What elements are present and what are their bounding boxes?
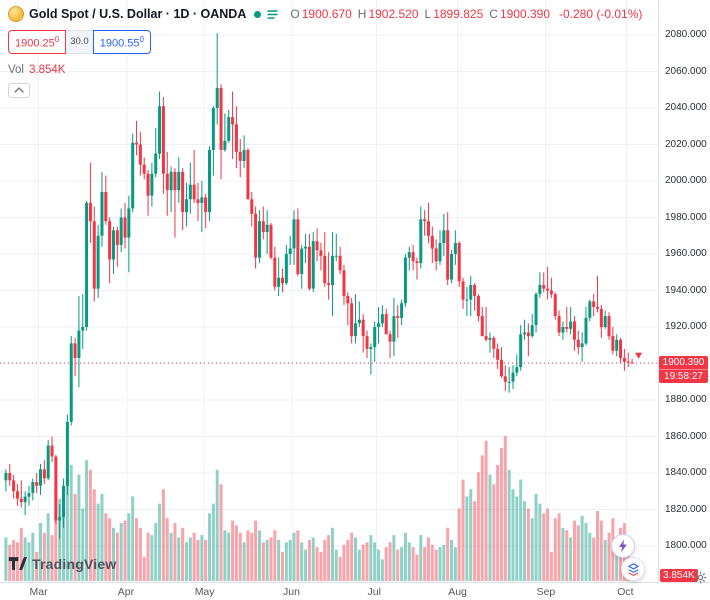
ohlc-high-label: H	[357, 7, 367, 21]
sell-price: 1900.25	[15, 37, 55, 50]
layers-icon	[627, 562, 639, 576]
gold-symbol-icon	[8, 6, 24, 22]
price-axis-label: 1820.000	[665, 503, 707, 515]
price-axis-label: 2000.000	[665, 175, 707, 186]
sell-button[interactable]: 1900.250	[8, 30, 67, 54]
buy-price-sup: 0	[139, 35, 144, 44]
time-axis-month-label: Apr	[117, 586, 135, 598]
legend-menu-icon[interactable]	[266, 8, 279, 21]
ohlc-high-value: 1902.520	[368, 7, 419, 21]
ohlc-open-label: O	[290, 7, 300, 21]
price-axis-label: 2040.000	[665, 102, 707, 113]
price-axis-label: 2060.000	[665, 65, 707, 77]
ohlc-open-value: 1900.670	[301, 7, 352, 21]
lightning-icon	[619, 539, 627, 553]
price-axis-label: 1860.000	[665, 430, 707, 442]
volume-axis-badge: 3.854K	[660, 569, 698, 582]
price-change: -0.280 (-0.01%)	[559, 7, 643, 21]
current-price-value: 1900.390	[662, 356, 705, 368]
price-axis-label: 1980.000	[665, 211, 707, 223]
bar-countdown: 19:58:27	[659, 368, 708, 383]
ohlc-readout: O 1900.670 H 1902.520 L 1899.825 C 1900.390	[290, 7, 550, 21]
price-axis[interactable]: 2080.000 2060.000 2040.000 2020.000 2000.000…	[658, 0, 710, 582]
collapse-pane-button[interactable]	[8, 82, 30, 98]
spread-badge: 30.0	[66, 30, 93, 54]
price-axis-label: 1840.000	[665, 467, 707, 478]
boost-button[interactable]	[611, 534, 635, 558]
time-axis-month-label: Mar	[29, 586, 48, 598]
price-axis-label: 1800.000	[665, 540, 707, 551]
time-axis-month-label: May	[194, 586, 215, 598]
settings-gear-button[interactable]	[693, 570, 708, 585]
volume-value: 3.854K	[29, 63, 66, 76]
time-axis-month-label: Oct	[617, 586, 634, 598]
chart-legend: Gold Spot / U.S. Dollar · 1D · OANDA O 19…	[8, 6, 642, 98]
market-open-dot-icon	[254, 10, 262, 18]
price-axis-label: 1920.000	[665, 321, 707, 332]
time-axis-month-label: Aug	[448, 586, 467, 598]
ohlc-low-label: L	[424, 7, 432, 21]
gear-icon	[694, 571, 707, 584]
current-price-badge: 1900.390 19:58:27	[659, 355, 708, 383]
time-axis-month-label: Jun	[283, 586, 300, 598]
buy-button[interactable]: 1900.550	[92, 30, 151, 54]
price-axis-label: 2020.000	[665, 138, 707, 150]
time-axis-month-label: Jul	[367, 586, 381, 598]
ohlc-close-label: C	[489, 7, 498, 21]
price-axis-label: 1940.000	[665, 284, 707, 296]
price-axis-label: 1880.000	[665, 394, 707, 405]
sell-price-sup: 0	[54, 35, 60, 44]
volume-row: Vol 3.854K	[8, 64, 642, 76]
ohlc-low-value: 1899.825	[433, 7, 484, 21]
time-axis-month-label: Sep	[536, 586, 556, 598]
chevron-up-icon	[14, 87, 24, 93]
chart-canvas[interactable]	[0, 0, 658, 582]
symbol-title[interactable]: Gold Spot / U.S. Dollar · 1D · OANDA	[29, 7, 247, 21]
legend-title-row: Gold Spot / U.S. Dollar · 1D · OANDA O 19…	[8, 6, 642, 22]
price-axis-label: 1960.000	[665, 248, 707, 259]
object-tree-button[interactable]	[621, 557, 645, 581]
time-axis[interactable]: Mar Apr May Jun Jul Aug Sep Oct	[0, 582, 710, 600]
volume-label: Vol	[8, 63, 24, 76]
tradingview-logo[interactable]: TradingView	[8, 555, 116, 572]
buy-price: 1900.55	[99, 37, 140, 50]
price-axis-label: 2080.000	[665, 29, 707, 40]
tradingview-logo-text: TradingView	[32, 555, 117, 572]
trade-buttons: 1900.250 30.0 1900.550	[8, 30, 151, 54]
tradingview-logo-icon	[8, 557, 27, 570]
ohlc-close-value: 1900.390	[499, 7, 550, 21]
